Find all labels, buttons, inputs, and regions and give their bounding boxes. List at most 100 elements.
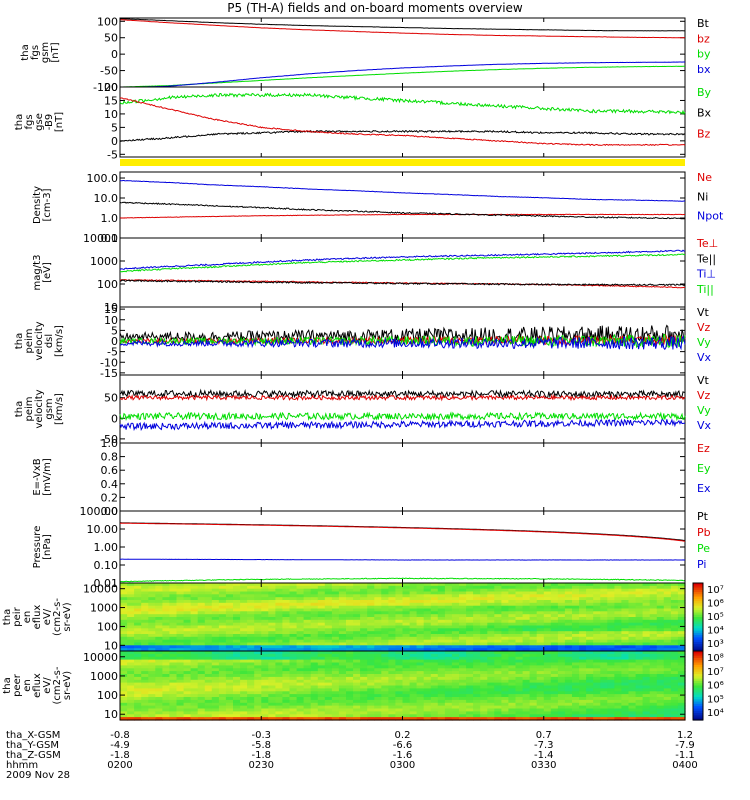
series-pb (120, 522, 686, 542)
legend-vy: Vy (697, 336, 711, 349)
panel-frame (119, 374, 686, 444)
xaxis-value: 0.2 (395, 730, 411, 741)
legend-ti: Ti⊥ (696, 268, 716, 281)
ytick-label: -15 (100, 367, 118, 380)
legend-by: By (697, 86, 712, 99)
ytick-label: 1000 (90, 602, 118, 615)
ytick-label: 100.00 (80, 505, 119, 518)
ytick-label: 5 (111, 121, 118, 134)
ytick-label: 10.00 (87, 523, 119, 536)
svg-text:[km/s]: [km/s] (54, 325, 65, 357)
series-vy (119, 333, 686, 349)
legend-bx: bx (697, 63, 711, 76)
svg-text:peim: peim (24, 396, 35, 421)
svg-text:[km/s]: [km/s] (54, 393, 65, 425)
svg-text:tha: tha (20, 44, 31, 60)
panel-electron-eflux: 10⁸ 10⁷ 10⁶ 10⁵ 10⁴ 10000 1000 100 10 tha peer en ef… (2, 650, 724, 721)
xaxis-row-label: tha_Y-GSM (6, 740, 59, 751)
ytick-label: 0.10 (94, 559, 119, 572)
colorbar-tick: 10⁵ (707, 612, 724, 623)
ytick-label: 10 (104, 639, 118, 652)
svg-text:[mV/m]: [mV/m] (42, 458, 53, 496)
ytick-label: -50 (100, 433, 118, 446)
panel-frame (119, 171, 686, 239)
legend-vy: Vy (697, 404, 711, 417)
colorbar-tick: 10⁴ (707, 708, 724, 719)
series-te (120, 279, 686, 287)
legend-te: Te⊥ (696, 237, 718, 250)
xaxis-value: -4.9 (110, 740, 130, 751)
svg-text:eflux: eflux (32, 673, 43, 698)
colorbar-tick: 10⁷ (707, 667, 724, 678)
svg-text:-B9: -B9 (44, 114, 55, 130)
svg-text:gsm: gsm (40, 42, 51, 63)
xaxis-value: -0.3 (251, 730, 271, 741)
svg-text:peer: peer (12, 673, 23, 697)
ytick-label: 1.0 (101, 212, 119, 225)
series-vz (120, 393, 686, 402)
legend-ex: Ex (697, 482, 711, 495)
plot-title: P5 (TH-A) fields and on-board moments ov… (227, 1, 523, 15)
series-bx (120, 61, 685, 88)
colorbar-tick: 10⁴ (707, 626, 724, 637)
panel-ion-eflux: 10⁷ 10⁶ 10⁵ 10⁴ 10³ 10000 1000 100 10 tha peir en ef… (2, 582, 724, 652)
series-ti (119, 249, 685, 271)
svg-text:sr-eV): sr-eV) (62, 602, 73, 631)
svg-text:[cm-3]: [cm-3] (42, 188, 53, 221)
ytick-label: 0.01 (94, 577, 119, 590)
ylabel: Pressure [nPa] (32, 526, 53, 569)
svg-text:tha: tha (14, 401, 25, 417)
xaxis-date: 2009 Nov 28 (6, 770, 70, 781)
svg-text:gsm: gsm (44, 398, 55, 419)
panel-temperature: 10000 1000 100 10 mag/t3 [eV] Te⊥ Te|| Ti⊥ Ti|| (32, 232, 718, 314)
xaxis-value: -7.3 (534, 740, 554, 751)
ytick-label: 100 (97, 15, 118, 28)
ytick-label: -10 (100, 356, 118, 369)
ytick-label: 0.8 (101, 451, 119, 464)
svg-text:Pressure: Pressure (32, 526, 43, 569)
series-npot (119, 180, 686, 202)
panel-frame (119, 86, 686, 158)
svg-text:dsl: dsl (44, 334, 55, 348)
svg-text:(cm2-s-: (cm2-s- (52, 666, 63, 704)
ytick-label: 1.0 (101, 437, 119, 450)
svg-text:Density: Density (32, 186, 43, 224)
ytick-label: -100 (93, 81, 118, 94)
legend-vt: Vt (697, 306, 710, 319)
svg-text:velocity: velocity (34, 321, 45, 360)
legend-bz: bz (697, 32, 710, 45)
ytick-label: 10000 (83, 232, 118, 245)
ytick-label: 10000 (83, 651, 118, 664)
ytick-label: 100 (97, 689, 118, 702)
colorbar-tick: 10⁸ (707, 653, 724, 664)
series-by (119, 92, 686, 115)
panel-velocity-gsm: 50 0 -50 tha peim velocity gsm [km/s] Vt Vz Vy Vx (14, 374, 712, 446)
svg-text:fgs: fgs (24, 114, 35, 129)
xaxis-value: -1.6 (393, 750, 413, 761)
series-vx (119, 335, 686, 351)
legend-pt: Pt (697, 510, 709, 523)
svg-text:gse: gse (34, 113, 45, 131)
panel-frame (119, 442, 686, 512)
ylabel: tha fgs gse -B9 [nT] (14, 112, 65, 132)
ytick-label: 0.6 (101, 464, 119, 477)
ytick-label: 5 (111, 324, 118, 337)
ytick-label: 10000 (83, 583, 118, 596)
colorbar-tick: 10⁵ (707, 694, 724, 705)
panel-efield: 1.00.80.60.40.20.0 E=-VxB [mV/m] Ez Ey Ex (32, 437, 711, 518)
legend-bt: Bt (697, 17, 710, 30)
svg-text:en: en (22, 611, 33, 624)
panel-frame (119, 237, 686, 308)
ytick-label: 10 (104, 108, 118, 121)
ytick-label: 10 (104, 314, 118, 327)
xaxis-value: -5.8 (251, 740, 271, 751)
ylabel: mag/t3 [eV] (32, 255, 53, 291)
xaxis-value: -7.9 (675, 740, 695, 751)
ytick-label: 15 (104, 303, 118, 316)
ytick-label: 1000 (90, 670, 118, 683)
ylabel: Density [cm-3] (32, 186, 53, 224)
legend-by: by (697, 48, 711, 61)
